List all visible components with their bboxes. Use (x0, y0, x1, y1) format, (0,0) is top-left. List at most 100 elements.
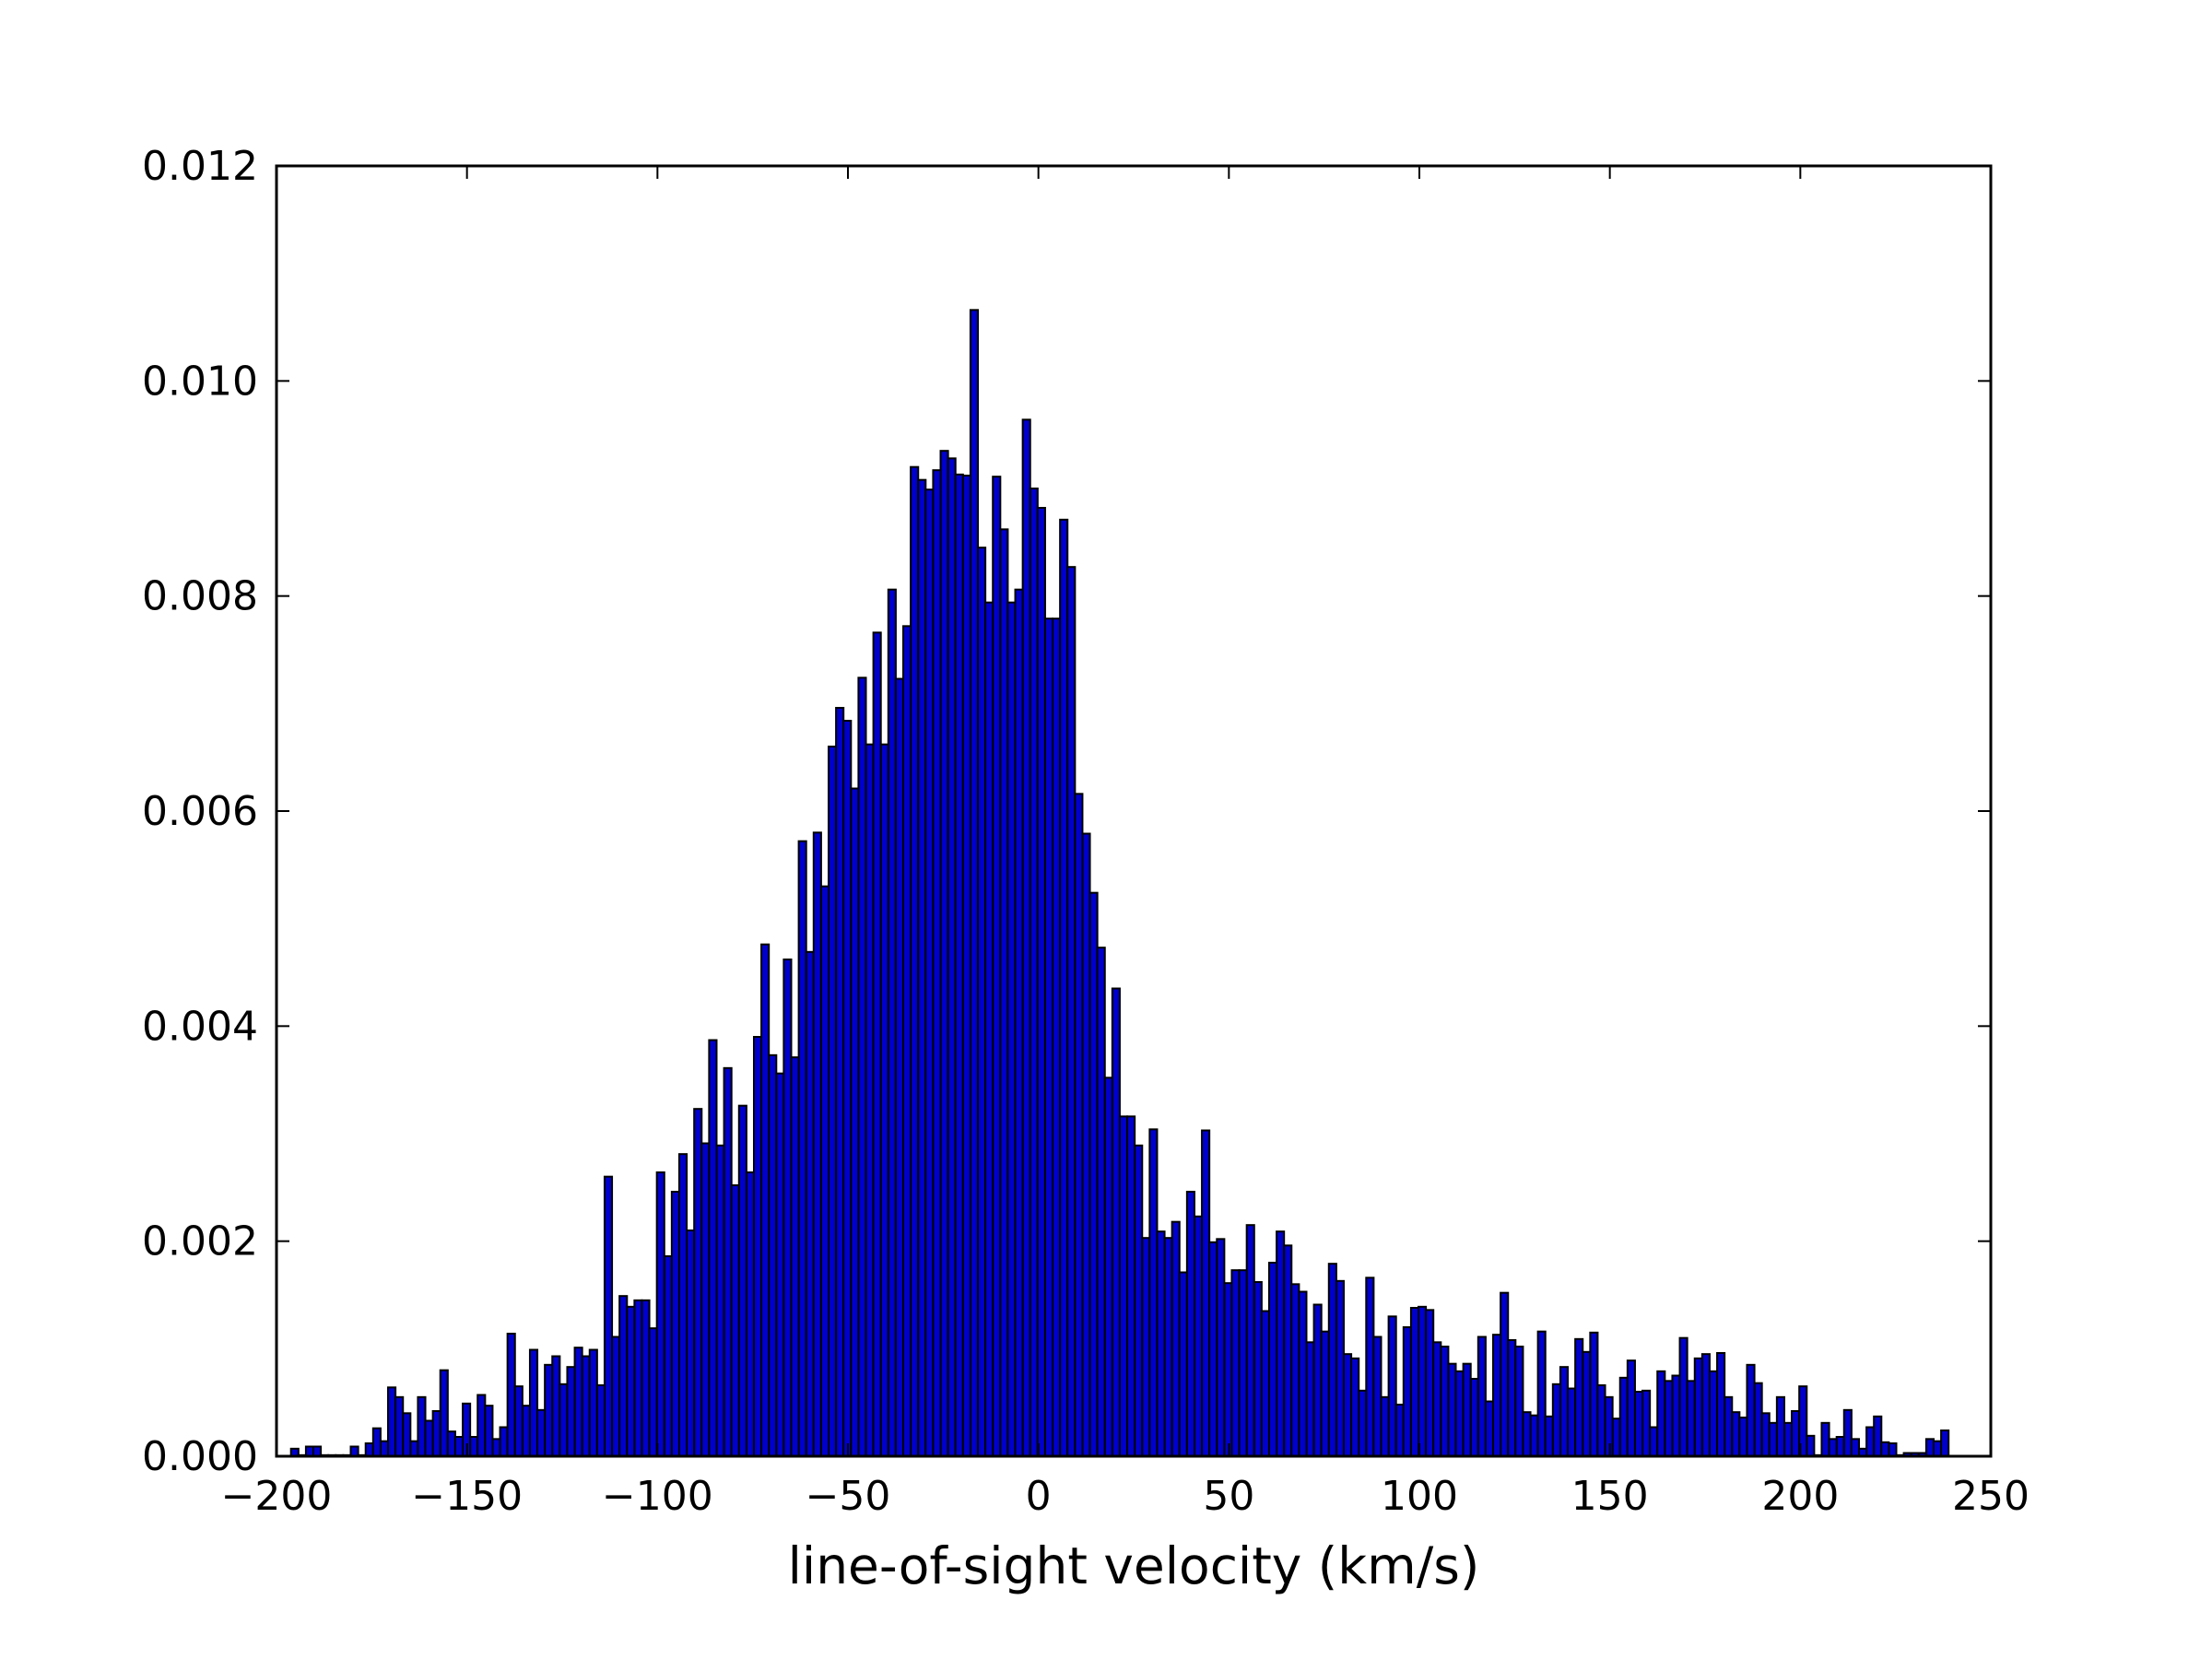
histogram-bar (797, 840, 807, 1457)
histogram-bar (1081, 832, 1091, 1457)
histogram-bar (1290, 1283, 1300, 1457)
histogram-bar (894, 677, 905, 1457)
histogram-bar (1006, 601, 1017, 1457)
histogram-bar (1178, 1271, 1188, 1457)
histogram-bar (626, 1305, 636, 1457)
x-tick-label: 200 (1761, 1473, 1839, 1520)
histogram-bar (828, 746, 838, 1457)
histogram-bar (1052, 618, 1062, 1457)
histogram-bar (1447, 1362, 1457, 1458)
histogram-bar (1394, 1404, 1405, 1457)
histogram-bar (1014, 588, 1024, 1457)
histogram-bar (1103, 1077, 1113, 1457)
histogram-bar (1126, 1115, 1136, 1457)
histogram-bar (1574, 1337, 1584, 1457)
histogram-bar (1618, 1376, 1629, 1457)
histogram-bar (708, 1039, 718, 1457)
histogram-bar (723, 1066, 733, 1457)
histogram-bar (1686, 1380, 1696, 1457)
histogram-bar (1372, 1335, 1382, 1457)
histogram-bar (469, 1436, 479, 1457)
histogram-bar (536, 1408, 547, 1457)
histogram-bar (977, 547, 987, 1457)
histogram-bar (387, 1386, 397, 1457)
y-tick-label: 0.002 (142, 1218, 258, 1265)
histogram-bar (1148, 1128, 1159, 1457)
histogram-bar (1924, 1438, 1935, 1457)
histogram-bar (745, 1171, 755, 1457)
histogram-bar (1933, 1440, 1943, 1458)
histogram-bar (1469, 1378, 1479, 1457)
histogram-bar (1141, 1237, 1151, 1458)
histogram-bar (1626, 1359, 1636, 1458)
histogram-bar (1753, 1382, 1763, 1458)
histogram-bar (1760, 1412, 1771, 1457)
histogram-bar (1678, 1336, 1688, 1458)
histogram-bar (1312, 1303, 1323, 1457)
histogram-bar (1036, 507, 1046, 1457)
histogram-bar (595, 1384, 606, 1457)
histogram-bar (768, 1053, 778, 1457)
histogram-bar (857, 677, 867, 1457)
histogram-bar (924, 488, 935, 1457)
histogram-bar (812, 831, 822, 1457)
histogram-bar (760, 943, 771, 1458)
histogram-bar (304, 1445, 315, 1457)
histogram-bar (1096, 947, 1106, 1458)
histogram-bar (1507, 1339, 1517, 1457)
histogram-bar (1118, 1115, 1129, 1457)
histogram-bar (865, 743, 875, 1457)
histogram-bar (1432, 1341, 1442, 1457)
histogram-bar (1828, 1438, 1838, 1457)
histogram-bar (1522, 1411, 1532, 1458)
histogram-bar (999, 528, 1009, 1457)
histogram-bar (1029, 488, 1039, 1457)
y-tick-label: 0.004 (142, 1003, 258, 1050)
histogram-bar (431, 1410, 441, 1457)
histogram-bar (528, 1348, 539, 1457)
x-tick-label: 50 (1203, 1473, 1254, 1520)
histogram-bar (1514, 1346, 1524, 1457)
histogram-bar (1551, 1382, 1561, 1457)
x-tick-label: −100 (602, 1473, 713, 1520)
x-tick-label: 0 (1026, 1473, 1052, 1520)
histogram-bar (379, 1440, 390, 1458)
histogram-bar (932, 469, 942, 1457)
histogram-bar (670, 1191, 680, 1457)
histogram-bar (1671, 1374, 1681, 1457)
histogram-bar (1201, 1129, 1211, 1457)
histogram-bar (1156, 1230, 1166, 1458)
histogram-bar (1738, 1417, 1748, 1457)
x-axis-label: line-of-sight velocity (km/s) (788, 1536, 1480, 1595)
histogram-bar (1074, 793, 1084, 1457)
histogram-bar (1477, 1335, 1487, 1457)
histogram-bar (484, 1405, 494, 1458)
histogram-bar (1783, 1421, 1794, 1457)
histogram-bar (633, 1299, 643, 1457)
histogram-bar (618, 1295, 629, 1458)
histogram-bar (424, 1419, 434, 1457)
histogram-bar (1267, 1262, 1278, 1457)
histogram-bar (1276, 1230, 1286, 1458)
y-tick-label: 0.012 (142, 143, 258, 190)
histogram-bar (1492, 1334, 1502, 1458)
histogram-bar (1582, 1350, 1592, 1457)
histogram-bar (1775, 1395, 1785, 1457)
histogram-bar (686, 1230, 696, 1457)
histogram-bar (1589, 1331, 1599, 1457)
histogram-bar (1245, 1224, 1255, 1458)
histogram-bar (551, 1355, 561, 1457)
histogram-bar (737, 1104, 747, 1458)
histogram-bar (371, 1427, 382, 1458)
histogram-bar (1649, 1426, 1659, 1457)
histogram-bar (1567, 1387, 1577, 1457)
histogram-bar (969, 309, 980, 1458)
y-axis: 0.000 0.002 0.004 0.006 0.008 0.010 0.012 (142, 143, 1991, 1480)
x-tick-label: 100 (1381, 1473, 1458, 1520)
histogram-bar (910, 465, 920, 1457)
histogram-bar (842, 720, 853, 1457)
histogram-bar (992, 476, 1002, 1457)
histogram-bar (775, 1072, 785, 1458)
histogram-bar (453, 1436, 465, 1457)
histogram-bar (1880, 1441, 1890, 1457)
